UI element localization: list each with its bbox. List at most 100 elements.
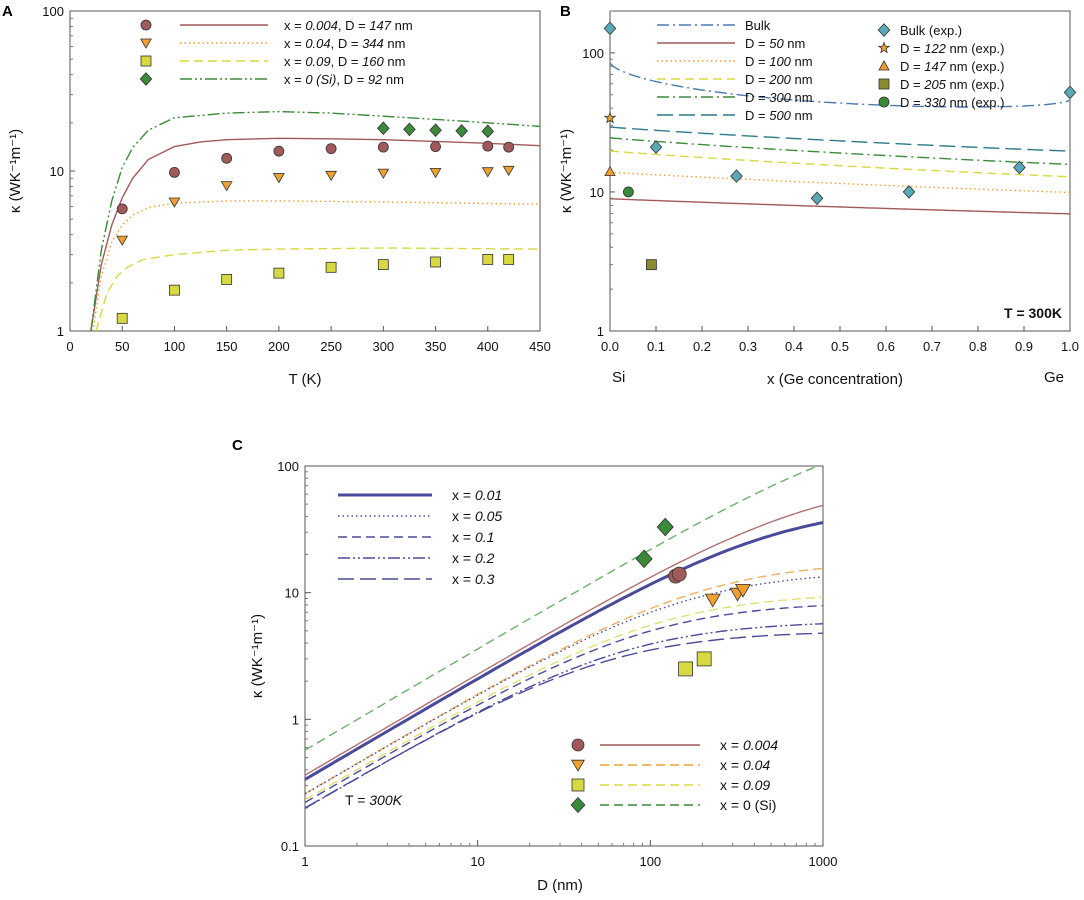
- legend-unit: nm: [791, 108, 813, 123]
- data-point-circle: [169, 167, 180, 178]
- legend-value: 0.04: [743, 757, 770, 773]
- panel-b-ge-label: Ge: [1044, 369, 1064, 386]
- legend-prefix: D =: [900, 59, 924, 74]
- data-point-tri-down: [481, 167, 494, 178]
- legend-unit: nm (exp.): [946, 77, 1005, 92]
- legend-value: 200: [768, 72, 791, 87]
- series-line: [305, 623, 823, 810]
- x-tick-label: 0.2: [693, 339, 711, 354]
- legend-label: D = 100 nm: [745, 54, 813, 69]
- data-point-square: [646, 259, 657, 271]
- series-line: [610, 150, 1070, 178]
- data-point-square: [696, 651, 712, 667]
- panel-c-label: C: [232, 437, 243, 454]
- legend-x-prefix: x =: [284, 72, 305, 87]
- panel-c-ylabel: κ (WK⁻¹m⁻¹): [249, 614, 266, 698]
- data-point-tri-down: [502, 165, 515, 177]
- data-point-circle: [325, 143, 337, 155]
- x-tick-label: 150: [216, 339, 238, 354]
- legend-x-value: 0.004: [305, 18, 338, 33]
- x-tick-label: 1000: [809, 854, 838, 869]
- data-point-circle: [503, 141, 515, 153]
- series-line: [95, 247, 540, 331]
- legend-label: D = 300 nm: [745, 90, 813, 105]
- legend-label: x = 0.09: [720, 777, 770, 793]
- data-point-circle: [623, 186, 634, 198]
- legend-marker: [140, 19, 152, 31]
- data-point-circle: [377, 141, 389, 153]
- legend-name: Bulk: [745, 18, 771, 33]
- legend-marker: [571, 738, 585, 752]
- panel-a-xlabel: T (K): [288, 371, 321, 388]
- x-tick-label: 0.3: [739, 339, 757, 354]
- data-point-circle: [221, 152, 233, 164]
- legend-label: x = 0.04, D = 344 nm: [284, 36, 405, 51]
- legend-marker: [571, 759, 585, 772]
- x-tick-label: 100: [164, 339, 186, 354]
- legend-d-prefix: , D =: [336, 72, 367, 87]
- legend-value: 147: [924, 59, 946, 74]
- data-point-diamond: [603, 21, 617, 36]
- legend-prefix: D =: [745, 108, 769, 123]
- x-tick-label: 0.4: [785, 339, 803, 354]
- panel-c-temperature-value: 300K: [369, 792, 402, 808]
- legend-label: x = 0.01: [452, 487, 502, 503]
- y-tick-label: 10: [285, 586, 299, 601]
- legend-value: 0.2: [475, 550, 495, 566]
- data-point-tri-down: [734, 583, 752, 598]
- data-point-diamond: [481, 124, 495, 139]
- data-point-square: [430, 256, 441, 268]
- legend-label: D = 205 nm (exp.): [900, 77, 1004, 92]
- legend-unit: nm: [791, 72, 813, 87]
- x-tick-label: 450: [529, 339, 551, 354]
- legend-marker: [878, 78, 890, 90]
- legend-prefix: D =: [900, 95, 924, 110]
- y-tick-label: 1: [292, 712, 299, 727]
- legend-x-value: 0 (Si): [305, 72, 336, 87]
- data-point-tri-down: [325, 170, 338, 182]
- panel-c-legend: x = 0.01x = 0.05x = 0.1x = 0.2x = 0.3x =…: [338, 487, 778, 814]
- legend-x-prefix: x =: [284, 18, 305, 33]
- panel-c-series: [305, 466, 823, 810]
- legend-label: x = 0.05: [452, 508, 502, 524]
- legend-unit: nm: [391, 18, 413, 33]
- legend-label: x = 0.004, D = 147 nm: [284, 18, 413, 33]
- legend-label: D = 147 nm (exp.): [900, 59, 1004, 74]
- legend-value: 0.05: [475, 508, 502, 524]
- legend-label: x = 0 (Si): [720, 797, 776, 813]
- panel-b-label: B: [560, 3, 571, 20]
- data-point-tri-down: [704, 593, 721, 608]
- data-point-tri-down: [168, 197, 181, 208]
- legend-marker: [877, 41, 891, 54]
- legend-prefix: x =: [452, 508, 475, 524]
- panel-c-frame: [304, 465, 824, 847]
- data-point-circle: [671, 566, 687, 582]
- legend-label: D = 500 nm: [745, 108, 813, 123]
- data-point-tri-down: [116, 235, 129, 246]
- x-tick-label: 10: [470, 854, 484, 869]
- x-tick-label: 0.6: [877, 339, 895, 354]
- data-point-triangle: [604, 165, 616, 177]
- series-line: [610, 137, 1070, 165]
- legend-unit: nm: [384, 36, 406, 51]
- data-point-tri-down: [272, 173, 285, 184]
- legend-label: x = 0.09, D = 160 nm: [284, 54, 405, 69]
- legend-prefix: x =: [720, 757, 743, 773]
- panel-a-label: A: [2, 3, 13, 20]
- x-tick-label: 0.5: [831, 339, 849, 354]
- series-line: [610, 126, 1070, 152]
- panel-a-legend: x = 0.004, D = 147 nm x = 0.04, D = 344 n…: [139, 18, 413, 87]
- legend-unit: nm: [791, 90, 813, 105]
- series-line: [92, 200, 540, 331]
- legend-label: Bulk: [745, 18, 771, 33]
- legend-label: x = 0.1: [452, 529, 494, 545]
- panel-a-markers: [116, 121, 515, 324]
- x-tick-label: 0.7: [923, 339, 941, 354]
- legend-prefix: D =: [745, 72, 769, 87]
- legend-unit: nm: [384, 54, 406, 69]
- panel-b-xlabel: x (Ge concentration): [767, 371, 903, 388]
- data-point-circle: [116, 203, 128, 215]
- data-point-tri-down: [429, 168, 442, 179]
- legend-value: 0.004: [743, 737, 778, 753]
